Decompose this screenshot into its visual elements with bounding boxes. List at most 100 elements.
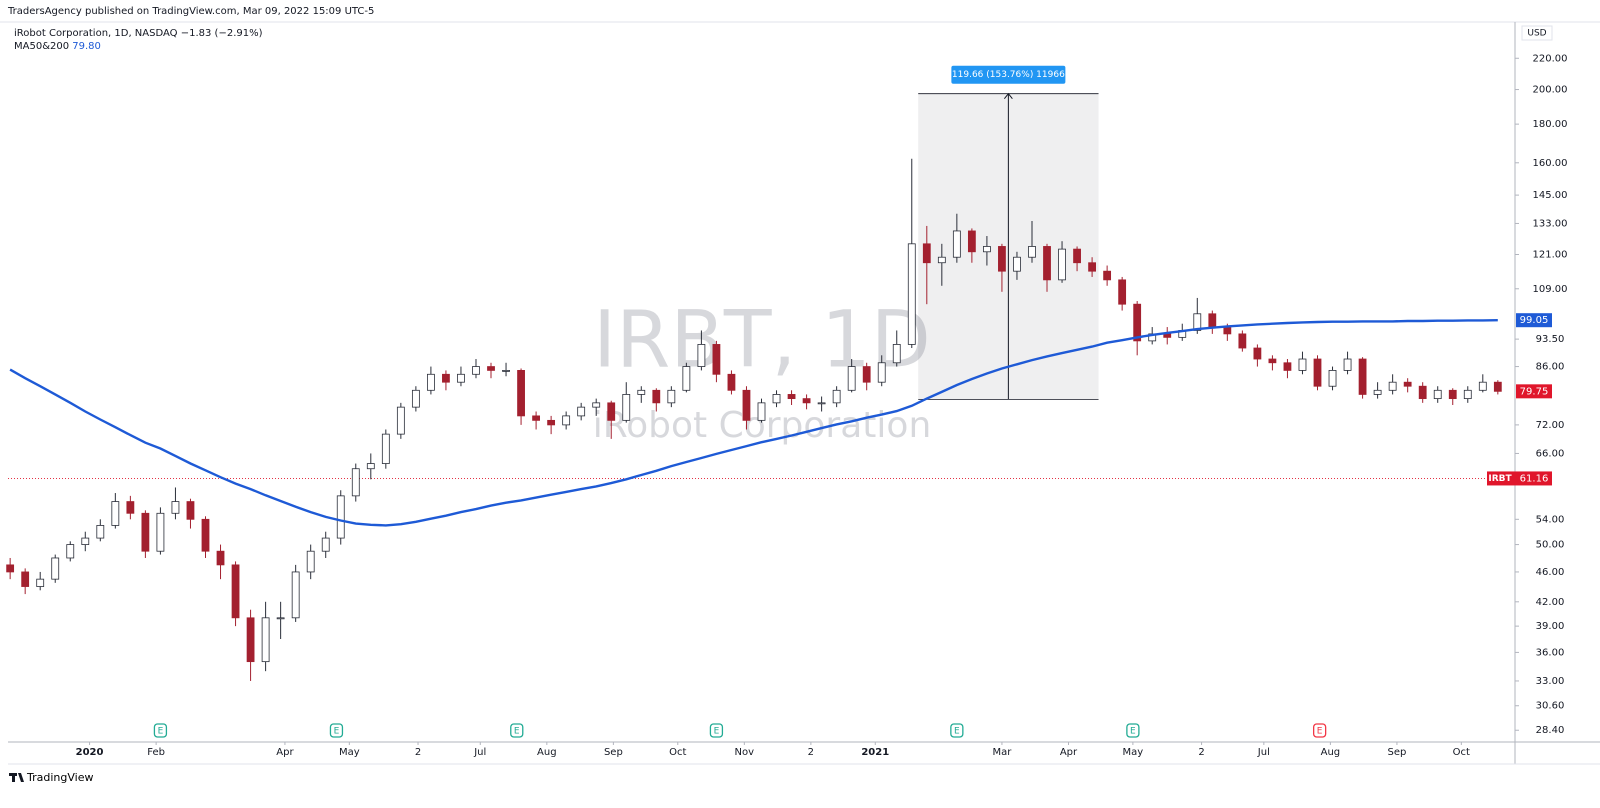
candle-body [246,617,255,663]
candle-body [622,394,631,421]
price-badge [1516,313,1552,328]
symbol: iRobot Corporation, 1D, NASDAQ [14,28,178,39]
y-tick-label: 42.00 [1536,597,1565,608]
x-tick-label: May [1123,747,1144,758]
candle-body [1403,381,1412,387]
candle-body [487,366,495,371]
candle-body [517,370,525,417]
candle-body [396,406,405,435]
published-note: TradersAgency published on TradingView.c… [8,6,375,17]
candle-body [682,366,691,391]
x-tick-label: Feb [147,747,165,758]
earnings-marker [510,723,524,738]
currency: USD [1527,29,1546,39]
measure-label: 119.66 (153.76%) 11966 [952,70,1065,80]
earnings-label: E [514,727,520,737]
footer-brand: TradingView [26,771,93,784]
candle-body [336,495,345,539]
candle-body [427,373,435,391]
candle-body [36,578,45,587]
y-tick-label: 28.40 [1536,725,1565,736]
candle-body [186,501,195,520]
y-tick-label: 160.00 [1533,158,1568,169]
candle-body [1193,313,1202,331]
x-tick-label: May [339,747,360,758]
candle-body [847,366,856,391]
candle-body [111,501,120,526]
candle-body [862,366,871,383]
candle-body [1283,362,1292,371]
candle-body [562,415,571,426]
x-tick-label: 2 [1198,747,1204,758]
y-tick-label: 121.00 [1533,249,1568,260]
measure-label-bg [951,65,1066,84]
candle-body [306,550,315,573]
candle-body [697,344,706,367]
candle-body [967,230,976,253]
candle-body [1103,270,1112,281]
candle-body [366,463,375,470]
x-tick-label: Apr [1060,747,1078,758]
candle-body [1373,389,1382,395]
y-tick-label: 46.00 [1536,567,1565,578]
y-tick-label: 30.60 [1536,701,1565,712]
candle-body [907,243,916,345]
price-badge [1516,384,1552,399]
candle-body [592,402,601,408]
x-tick-label: Nov [735,747,755,758]
x-tick-label: Mar [992,747,1012,758]
x-tick-label: 2 [415,747,421,758]
y-tick-label: 93.50 [1536,334,1565,345]
candle-body [922,243,931,264]
y-tick-label: 72.00 [1536,420,1565,431]
candle-body [787,394,796,400]
candle-body [276,617,285,620]
y-tick-label: 39.00 [1536,621,1565,632]
y-tick-label: 33.00 [1536,676,1565,687]
y-tick-label: 109.00 [1533,284,1568,295]
y-tick-label: 200.00 [1533,85,1568,96]
candle-body [1223,326,1232,335]
candle-body [652,389,661,404]
candle-body [772,394,781,404]
candle-body [1313,358,1322,387]
y-tick-label: 133.00 [1533,218,1568,229]
candle-body [81,537,90,545]
candle-body [892,344,901,364]
tv-logo [9,773,24,782]
watermark: IRBT, 1D [593,295,931,385]
x-tick-label: Apr [276,747,294,758]
x-tick-label: Sep [604,747,623,758]
indicator-value: 79.80 [72,41,101,52]
candle-body [1388,381,1397,391]
candle-body [637,389,646,395]
candle-body [321,537,330,552]
candle-body [1073,248,1081,264]
earnings-label: E [1317,727,1323,737]
candle-body [1268,358,1277,364]
candle-body [1058,248,1066,281]
candle-body [817,402,826,405]
candle-body [1298,358,1307,371]
candle-body [757,402,766,421]
y-tick-label: 145.00 [1533,190,1568,201]
candle-body [1088,262,1096,272]
symbol-line: iRobot Corporation, 1D, NASDAQ −1.83 (−2… [14,28,263,39]
candle-body [802,398,811,404]
candle-body [381,433,390,464]
candle-body [667,389,676,404]
measure-arrowhead [1003,92,1013,100]
candle-body [952,230,961,258]
candle-body [1343,358,1352,371]
candle-body [96,525,105,539]
earnings-marker [1312,723,1327,738]
x-tick-label: Aug [1321,747,1341,758]
candle-body [1433,389,1442,400]
candle-body [171,501,180,514]
x-tick-label: Oct [1453,747,1470,758]
earnings-label: E [158,727,164,737]
x-tick-label: Oct [669,747,686,758]
y-tick-label: 86.00 [1536,362,1565,373]
